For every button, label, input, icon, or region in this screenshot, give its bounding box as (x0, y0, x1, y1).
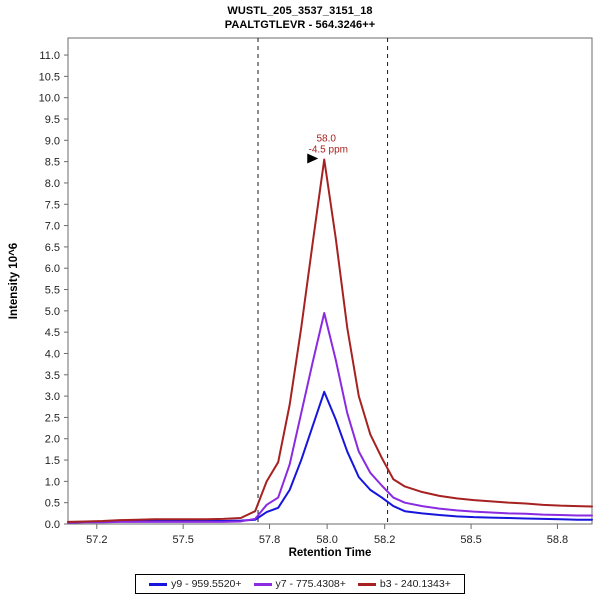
y-axis-tick-label: 2.0 (45, 434, 60, 446)
y-axis-tick-label: 6.5 (45, 242, 60, 254)
x-axis-tick-label: 57.2 (86, 534, 107, 546)
y-axis-tick-label: 10.5 (39, 71, 60, 83)
x-axis-tick-label: 57.5 (172, 534, 193, 546)
legend-item-y7[interactable]: y7 - 775.4308+ (254, 578, 346, 590)
y-axis-tick-label: 9.5 (45, 114, 60, 126)
legend-item-b3[interactable]: b3 - 240.1343+ (358, 578, 451, 590)
plot-frame (68, 38, 592, 524)
x-axis-tick-label: 58.5 (460, 534, 481, 546)
chromatogram-chart: WUSTL_205_3537_3151_18 PAALTGTLEVR - 564… (0, 0, 600, 600)
y-axis-tick-label: 7.5 (45, 199, 60, 211)
legend-label-y9: y9 - 959.5520+ (171, 578, 241, 590)
legend-swatch-b3 (358, 583, 376, 586)
y-axis-tick-label: 3.0 (45, 391, 60, 403)
y-axis-tick-label: 3.5 (45, 370, 60, 382)
y-axis-tick-label: 0.0 (45, 519, 60, 531)
y-axis-tick-label: 9.0 (45, 135, 60, 147)
x-axis-tick-label: 58.2 (374, 534, 395, 546)
plot-svg: 0.0 0.5 1.0 1.5 2.0 2.5 3.0 3.5 4.0 4.5 5.0 5.5 6.0 6… (0, 0, 600, 600)
y-axis-title: Intensity 10^6 (8, 243, 20, 319)
y-axis-tick-label: 11.0 (39, 50, 60, 62)
legend: y9 - 959.5520+ y7 - 775.4308+ b3 - 240.1… (135, 574, 465, 594)
x-axis-tick-label: 57.8 (259, 534, 280, 546)
annotation-ppm-label: -4.5 ppm (309, 145, 348, 156)
legend-label-b3: b3 - 240.1343+ (380, 578, 451, 590)
y-axis-tick-label: 7.0 (45, 221, 60, 233)
x-axis-ticks: 57.2 57.5 57.8 58.0 58.2 58.5 58.8 (86, 524, 568, 546)
y-axis-tick-label: 1.0 (45, 476, 60, 488)
y-axis-tick-label: 8.5 (45, 157, 60, 169)
y-axis-ticks: 0.0 0.5 1.0 1.5 2.0 2.5 3.0 3.5 4.0 4.5 5.0 5.5 6.0 6… (39, 50, 68, 531)
y-axis-tick-label: 6.0 (45, 263, 60, 275)
annotation-rt-label: 58.0 (317, 134, 337, 145)
y-axis-tick-label: 4.5 (45, 327, 60, 339)
y-axis-tick-label: 1.5 (45, 455, 60, 467)
y-axis-tick-label: 2.5 (45, 412, 60, 424)
x-axis-title: Retention Time (289, 547, 372, 559)
legend-swatch-y7 (254, 583, 272, 586)
legend-swatch-y9 (149, 583, 167, 586)
y-axis-tick-label: 5.0 (45, 306, 60, 318)
x-axis-tick-label: 58.0 (316, 534, 337, 546)
y-axis-tick-label: 4.0 (45, 348, 60, 360)
y-axis-tick-label: 0.5 (45, 498, 60, 510)
y-axis-tick-label: 8.0 (45, 178, 60, 190)
legend-label-y7: y7 - 775.4308+ (276, 578, 346, 590)
y-axis-tick-label: 10.0 (39, 93, 60, 105)
x-axis-tick-label: 58.8 (547, 534, 568, 546)
legend-item-y9[interactable]: y9 - 959.5520+ (149, 578, 241, 590)
plot-area-border (68, 38, 592, 524)
y-axis-tick-label: 5.5 (45, 285, 60, 297)
